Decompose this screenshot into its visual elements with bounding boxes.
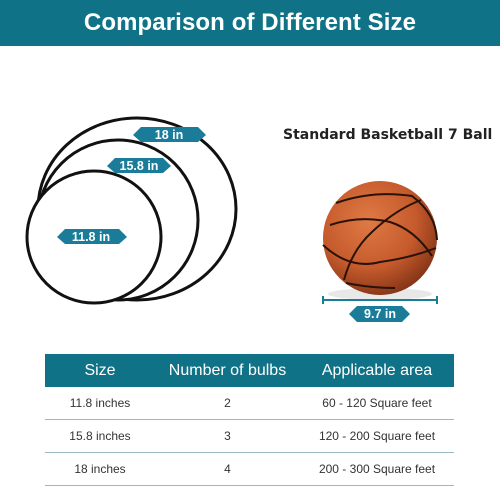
header-size: Size (45, 354, 155, 387)
tag-18in: 18 in (133, 127, 206, 142)
table-row: 18 inches 4 200 - 300 Square feet (45, 452, 454, 486)
tag-18in-label: 18 in (155, 128, 184, 142)
header-area: Applicable area (300, 354, 454, 387)
tag-11-8in-label: 11.8 in (72, 230, 110, 244)
cell-bulbs: 3 (155, 419, 300, 453)
cell-size: 18 inches (45, 452, 155, 486)
cell-area: 120 - 200 Square feet (300, 419, 454, 453)
basketball-image (322, 181, 438, 300)
page-title: Comparison of Different Size (83, 9, 417, 36)
ball-title: Standard Basketball 7 Ball (283, 127, 493, 143)
size-comparison-figure: 18 in 15.8 in 11.8 in 9.7 in (25, 116, 438, 322)
cell-area: 60 - 120 Square feet (300, 387, 454, 420)
tag-ball-size: 9.7 in (349, 306, 410, 322)
cell-size: 11.8 inches (45, 387, 155, 420)
table-row: 15.8 inches 3 120 - 200 Square feet (45, 419, 454, 453)
cell-size: 15.8 inches (45, 419, 155, 453)
cell-bulbs: 4 (155, 452, 300, 486)
table-row: 11.8 inches 2 60 - 120 Square feet (45, 387, 454, 420)
ball-dimension-line (322, 296, 438, 304)
tag-15-8in: 15.8 in (107, 158, 171, 173)
tag-11-8in: 11.8 in (57, 229, 127, 244)
table-header-row: Size Number of bulbs Applicable area (45, 354, 454, 387)
spec-table: Size Number of bulbs Applicable area 11.… (45, 354, 454, 486)
tag-15-8in-label: 15.8 in (120, 159, 159, 173)
title-banner: Comparison of Different Size (0, 0, 500, 46)
cell-bulbs: 2 (155, 387, 300, 420)
cell-area: 200 - 300 Square feet (300, 452, 454, 486)
tag-ball-size-label: 9.7 in (364, 307, 396, 321)
header-bulbs: Number of bulbs (155, 354, 300, 387)
